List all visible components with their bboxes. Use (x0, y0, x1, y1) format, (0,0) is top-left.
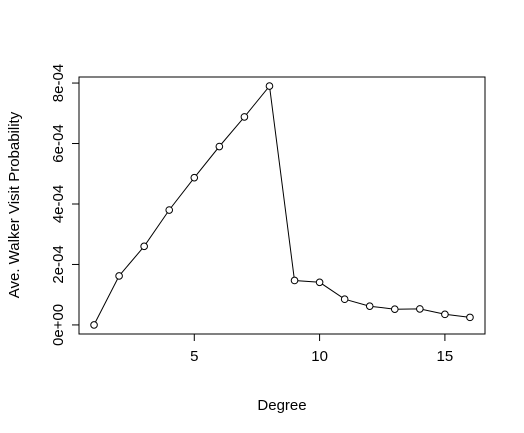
data-point (290, 276, 299, 285)
data-points (90, 82, 474, 329)
y-tick-label: 8e-04 (50, 64, 67, 102)
data-point (315, 278, 324, 287)
y-tick-label: 4e-04 (50, 185, 67, 223)
data-point (466, 313, 474, 322)
data-point (215, 142, 224, 151)
y-tick-label: 0e+00 (50, 304, 67, 346)
data-point (140, 242, 148, 251)
data-point (340, 295, 349, 304)
plot-area-frame (78, 76, 486, 335)
data-point (416, 305, 424, 313)
y-tick-label: 6e-04 (50, 124, 67, 162)
y-axis: 0e+00 2e-04 4e-04 6e-04 8e-04 (50, 64, 80, 346)
data-point (265, 82, 274, 90)
x-tick-label: 15 (437, 348, 454, 365)
data-point (441, 310, 449, 319)
data-point (165, 206, 174, 214)
x-axis-label: Degree (257, 397, 306, 414)
y-tick-label: 2e-04 (50, 245, 67, 283)
x-tick-label: 5 (190, 348, 198, 365)
data-point (115, 272, 123, 280)
x-axis: 5 10 15 (190, 333, 454, 365)
y-axis-label: Ave. Walker Visit Probability (6, 111, 23, 298)
series-line (93, 84, 471, 326)
data-point (190, 173, 199, 182)
x-tick-label: 10 (311, 348, 328, 365)
data-point (90, 321, 98, 329)
data-point (365, 302, 374, 310)
data-point (240, 113, 249, 121)
data-point (390, 305, 399, 314)
